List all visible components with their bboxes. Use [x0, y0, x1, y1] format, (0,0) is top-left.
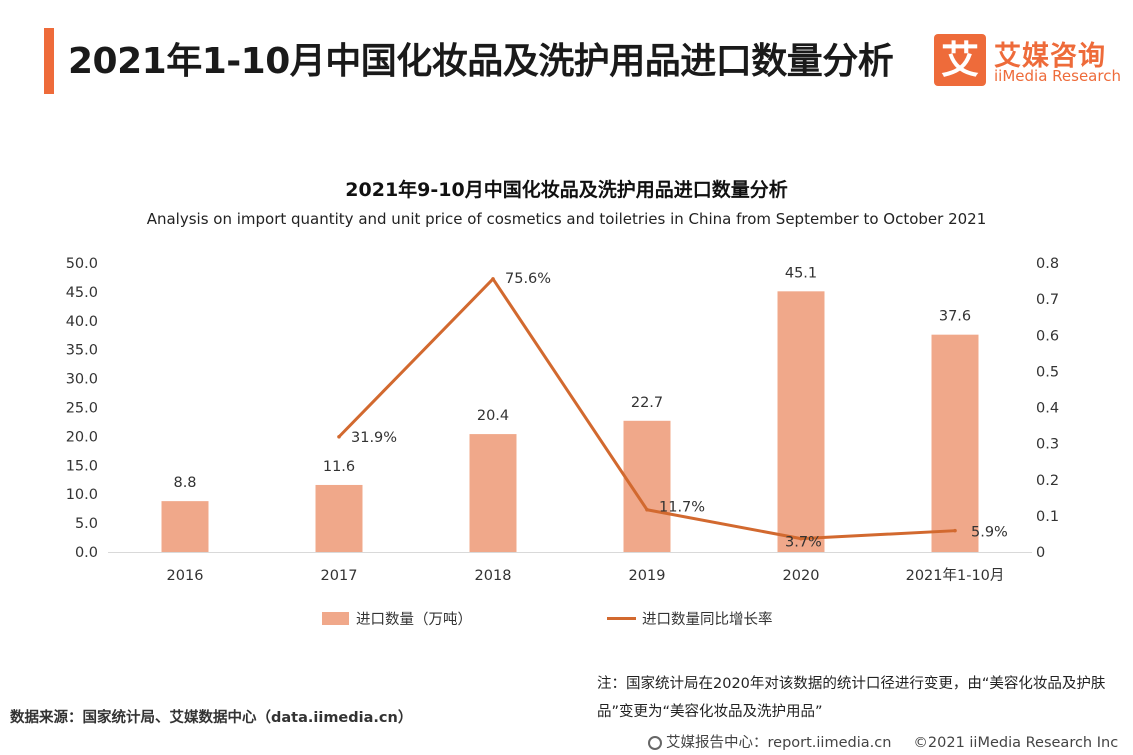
- growth-data-label: 11.7%: [659, 500, 705, 516]
- y-left-tick-label: 25.0: [66, 401, 98, 417]
- y-right-tick-label: 0.3: [1036, 437, 1059, 453]
- logo-name-cn: 艾媒咨询: [994, 41, 1106, 72]
- growth-data-label: 3.7%: [785, 535, 822, 551]
- bar: [777, 291, 825, 552]
- bar: [161, 501, 209, 552]
- x-tick-label: 2019: [629, 568, 666, 584]
- y-left-tick-label: 40.0: [66, 314, 98, 330]
- y-right-tick-label: 0.8: [1036, 256, 1059, 272]
- logo-name-en: iiMedia Research: [994, 67, 1121, 85]
- y-right-tick-label: 0: [1036, 545, 1045, 561]
- bar-data-label: 22.7: [631, 395, 663, 411]
- globe-icon: [648, 736, 662, 750]
- growth-data-label: 75.6%: [505, 271, 551, 287]
- bar-data-label: 11.6: [323, 459, 355, 475]
- bar-data-label: 8.8: [173, 475, 196, 491]
- page-title: 2021年1-10月中国化妆品及洗护用品进口数量分析: [68, 41, 894, 82]
- x-tick-label: 2017: [321, 568, 358, 584]
- x-tick-label: 2020: [783, 568, 820, 584]
- bar-data-label: 37.6: [939, 309, 971, 325]
- bar: [469, 434, 517, 552]
- legend-line-label: 进口数量同比增长率: [642, 611, 773, 628]
- growth-point: [337, 434, 341, 439]
- growth-data-label: 5.9%: [971, 525, 1008, 541]
- growth-point: [645, 507, 649, 512]
- legend-bar-label: 进口数量（万吨）: [356, 611, 472, 628]
- y-right-tick-label: 0.5: [1036, 364, 1059, 380]
- chart-subtitle: Analysis on import quantity and unit pri…: [146, 210, 987, 228]
- iimedia-logo: 艾 艾媒咨询 iiMedia Research: [934, 34, 1121, 88]
- legend-bar-swatch: [322, 612, 349, 625]
- y-left-tick-label: 20.0: [66, 429, 98, 445]
- growth-data-label: 31.9%: [351, 430, 397, 446]
- data-source: 数据来源：国家统计局、艾媒数据中心（data.iimedia.cn）: [10, 710, 413, 726]
- y-left-tick-label: 0.0: [75, 545, 98, 561]
- report-center-link[interactable]: 艾媒报告中心：report.iimedia.cn: [666, 735, 892, 751]
- y-left-tick-label: 5.0: [75, 516, 98, 532]
- title-accent-bar: [44, 28, 54, 94]
- x-tick-label: 2021年1-10月: [906, 567, 1005, 584]
- y-left-tick-label: 50.0: [66, 256, 98, 272]
- y-left-tick-label: 45.0: [66, 285, 98, 301]
- growth-point: [491, 277, 495, 281]
- bar: [315, 484, 363, 552]
- report-footer: 艾媒报告中心：report.iimedia.cn ©2021 iiMedia Re…: [648, 731, 1118, 752]
- x-tick-label: 2016: [167, 568, 204, 584]
- chart-title: 2021年9-10月中国化妆品及洗护用品进口数量分析: [345, 179, 788, 201]
- x-tick-label: 2018: [475, 568, 512, 584]
- y-left-tick-label: 30.0: [66, 372, 98, 388]
- y-left-tick-label: 10.0: [66, 487, 98, 503]
- y-left-tick-label: 15.0: [66, 458, 98, 474]
- bar-data-label: 45.1: [785, 265, 817, 281]
- bar: [931, 334, 979, 552]
- growth-point: [799, 536, 803, 541]
- copyright: ©2021 iiMedia Research Inc: [913, 735, 1119, 751]
- y-right-tick-label: 0.1: [1036, 509, 1059, 525]
- y-right-tick-label: 0.6: [1036, 328, 1059, 344]
- y-right-tick-label: 0.4: [1036, 401, 1059, 417]
- bar-data-label: 20.4: [477, 408, 509, 424]
- chart-note: 注：国家统计局在2020年对该数据的统计口径进行变更，由“美容化妆品及护肤品”变…: [597, 676, 1106, 720]
- y-right-tick-label: 0.7: [1036, 292, 1059, 308]
- y-left-tick-label: 35.0: [66, 343, 98, 359]
- import-quantity-chart: 0.0 5.0 10.0 15.0 20.0 25.0 30.0 35.0 40.0 45.0 50…: [66, 256, 1059, 628]
- logo-glyph: 艾: [934, 34, 986, 86]
- growth-point: [953, 528, 957, 533]
- y-right-tick-label: 0.2: [1036, 473, 1059, 489]
